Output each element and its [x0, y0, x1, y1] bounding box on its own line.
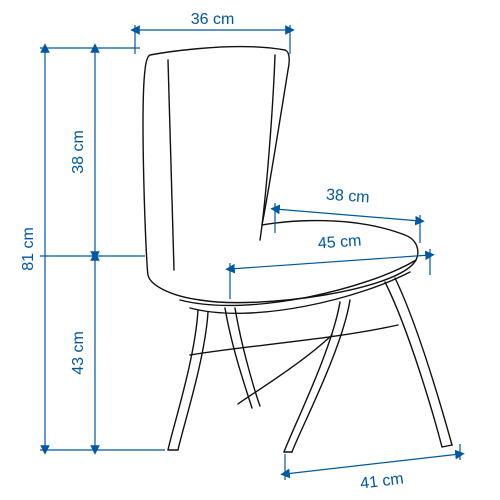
- dimension-diagram: 81 cm 38 cm 43 cm 36 cm 38 cm 45 cm 41 cm: [0, 0, 500, 500]
- dim-base-width: 41 cm: [359, 470, 404, 492]
- dim-back-width: 36 cm: [191, 11, 235, 28]
- dimensions-group: 81 cm 38 cm 43 cm 36 cm 38 cm 45 cm 41 cm: [20, 11, 460, 493]
- dim-seat-depth: 38 cm: [325, 187, 370, 207]
- dim-total-height: 81 cm: [20, 227, 37, 271]
- chair-outline: [143, 47, 452, 452]
- dim-seat-width: 45 cm: [317, 233, 362, 253]
- dim-back-height: 38 cm: [70, 130, 87, 174]
- dim-seat-height: 43 cm: [70, 331, 87, 375]
